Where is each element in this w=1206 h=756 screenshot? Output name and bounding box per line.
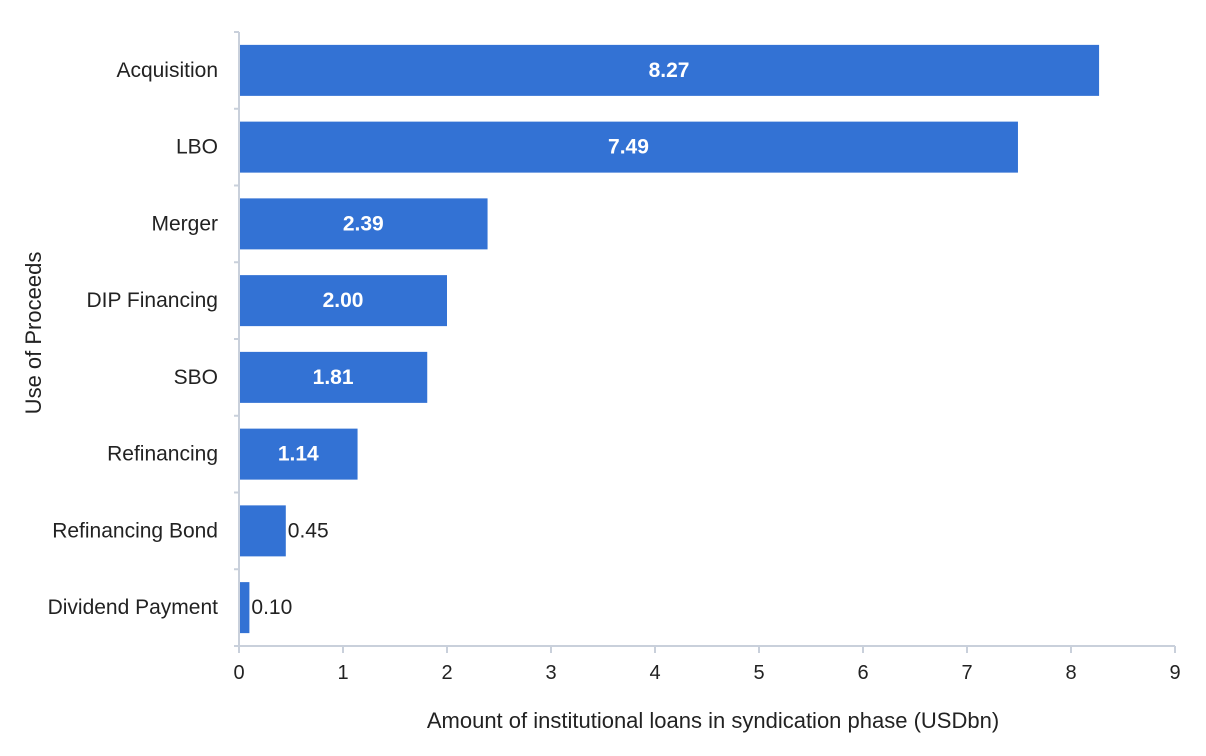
x-tick-label: 5	[753, 662, 764, 684]
category-label: Refinancing	[107, 443, 218, 466]
category-label: Dividend Payment	[48, 596, 219, 619]
x-tick-label: 7	[961, 662, 972, 684]
x-tick-label: 8	[1065, 662, 1076, 684]
data-label: 0.10	[251, 596, 292, 619]
data-label: 0.45	[288, 519, 329, 542]
x-tick-label: 4	[649, 662, 660, 684]
x-tick-label: 9	[1169, 662, 1180, 684]
bars-group	[239, 44, 1100, 634]
category-label: Merger	[151, 212, 218, 235]
data-label: 8.27	[649, 59, 690, 82]
category-label: Acquisition	[116, 59, 218, 82]
category-label: LBO	[176, 136, 218, 159]
data-label: 1.81	[313, 366, 354, 389]
bar	[239, 428, 358, 480]
category-label: Refinancing Bond	[52, 519, 218, 542]
y-axis-title: Use of Proceeds	[21, 252, 46, 415]
x-tick-label: 3	[545, 662, 556, 684]
category-label: DIP Financing	[86, 289, 218, 312]
bar	[239, 198, 488, 250]
x-tick-label: 6	[857, 662, 868, 684]
x-tick-label: 0	[233, 662, 244, 684]
bar	[239, 275, 447, 327]
x-ticks-group	[238, 646, 1176, 653]
data-label: 1.14	[278, 443, 319, 466]
x-tick-label: 2	[441, 662, 452, 684]
y-ticks-group	[234, 31, 239, 647]
data-label: 2.00	[323, 289, 364, 312]
bar	[239, 121, 1018, 173]
category-label: SBO	[174, 366, 218, 389]
bar	[239, 582, 250, 634]
bar	[239, 44, 1100, 96]
data-label: 7.49	[608, 136, 649, 159]
category-labels-group: Acquisition LBO Merger DIP Financing SBO Refi…	[48, 59, 219, 619]
data-label: 2.39	[343, 212, 384, 235]
x-axis-title: Amount of institutional loans in syndica…	[427, 708, 999, 733]
x-tick-label: 1	[337, 662, 348, 684]
bar	[239, 351, 428, 403]
data-labels-group: 8.27 7.49 2.39 2.00 1.81 1.14 0.45 0.10	[251, 59, 689, 619]
x-tick-labels-group: 0 1 2 3 4 5 6 7 8 9	[233, 662, 1180, 684]
bar	[239, 505, 286, 557]
